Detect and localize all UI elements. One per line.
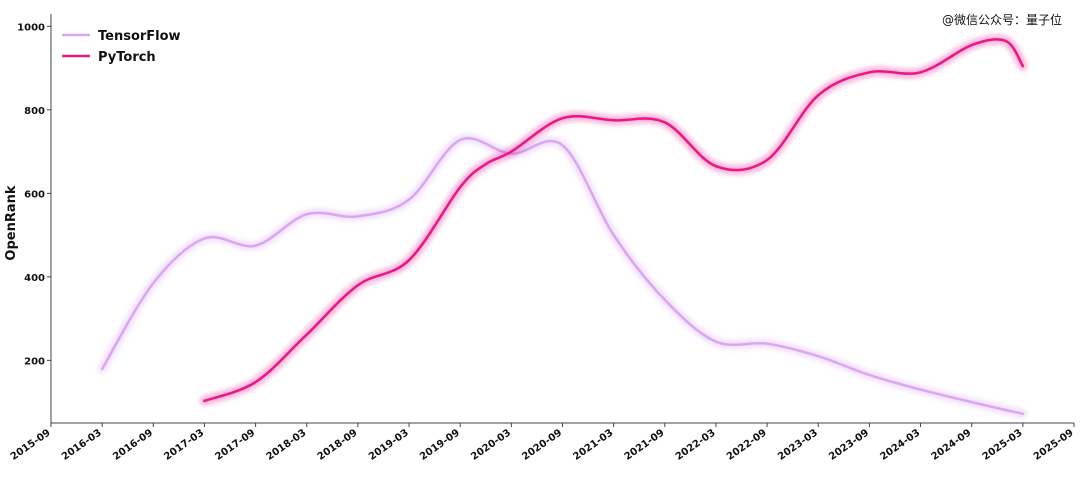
- legend-label-pytorch: PyTorch: [98, 50, 156, 65]
- x-tick-label: 2015-09: [9, 427, 53, 462]
- y-tick-label: 400: [24, 273, 45, 284]
- pytorch-data-point: [407, 258, 411, 262]
- tensorflow-data-point: [407, 198, 411, 201]
- tensorflow-data-point: [817, 354, 820, 358]
- tensorflow-data-point: [561, 144, 564, 147]
- tensorflow-data-point: [868, 373, 871, 377]
- legend: TensorFlow PyTorch: [62, 29, 181, 65]
- pytorch-data-point: [663, 121, 666, 124]
- tensorflow-line: [100, 137, 1025, 416]
- pytorch-data-point: [919, 71, 922, 74]
- pytorch-data-point: [1004, 39, 1007, 43]
- pytorch-data-point: [510, 150, 513, 153]
- pytorch-data-point: [868, 71, 871, 74]
- x-tick-label: 2023-03: [776, 427, 820, 462]
- pytorch-data-point: [459, 185, 462, 189]
- y-tick-label: 600: [24, 189, 45, 200]
- y-tick-label: 1000: [17, 22, 45, 33]
- pytorch-line: [203, 38, 1025, 403]
- pytorch-data-point: [254, 380, 257, 384]
- series-lines: [97, 34, 1028, 419]
- watermark-text: @微信公众号：量子位: [942, 12, 1062, 27]
- x-tick-label: 2025-09: [1032, 427, 1076, 462]
- tensorflow-data-point: [305, 213, 308, 216]
- x-tick-label: 2016-09: [111, 427, 155, 462]
- x-tick-label: 2022-09: [725, 427, 769, 462]
- tensorflow-data-point: [612, 233, 615, 237]
- pytorch-data-point: [612, 119, 615, 122]
- tensorflow-data-point: [714, 340, 718, 343]
- y-tick-label: 200: [24, 356, 45, 367]
- tensorflow-data-point: [970, 400, 973, 404]
- pytorch-data-point: [561, 117, 564, 120]
- x-tick-label: 2025-03: [981, 427, 1025, 462]
- x-tick-label: 2024-03: [878, 427, 922, 462]
- x-tick-label: 2017-09: [213, 427, 257, 462]
- tensorflow-data-point: [100, 367, 104, 370]
- x-tick-label: 2021-09: [623, 427, 667, 462]
- tensorflow-data-point: [203, 237, 206, 240]
- pytorch-data-point: [970, 43, 973, 47]
- x-tick-label: 2023-09: [827, 427, 871, 462]
- tensorflow-data-point: [1021, 412, 1025, 416]
- legend-label-tensorflow: TensorFlow: [98, 29, 181, 44]
- pytorch-data-point: [305, 333, 308, 336]
- tensorflow-data-point: [919, 388, 922, 391]
- y-tick-label: 800: [24, 106, 45, 117]
- x-tick-label: 2018-09: [316, 427, 360, 462]
- x-tick-label: 2020-09: [520, 427, 564, 462]
- x-tick-label: 2021-03: [571, 427, 615, 462]
- tensorflow-data-point: [459, 138, 462, 142]
- x-tick-label: 2024-09: [930, 427, 974, 462]
- pytorch-data-point: [765, 158, 769, 162]
- x-tick-label: 2022-03: [674, 427, 718, 462]
- x-tick-label: 2020-03: [469, 427, 513, 462]
- pytorch-data-point: [1021, 64, 1025, 68]
- x-tick-label: 2019-09: [418, 427, 462, 462]
- x-tick-label: 2018-03: [265, 427, 309, 462]
- tensorflow-line-glow: [97, 133, 1028, 419]
- tensorflow-data-point: [356, 215, 360, 218]
- x-tick-label: 2017-03: [162, 427, 206, 462]
- pytorch-data-point: [356, 284, 360, 287]
- tensorflow-data-point: [663, 298, 666, 302]
- tensorflow-data-point: [765, 342, 769, 345]
- pytorch-data-point: [484, 162, 487, 166]
- pytorch-data-point: [203, 399, 206, 403]
- pytorch-line-glow: [199, 34, 1028, 406]
- tensorflow-data-point: [152, 281, 155, 285]
- tensorflow-data-point: [254, 244, 257, 247]
- pytorch-data-point: [714, 165, 718, 168]
- y-axis-title: OpenRank: [4, 185, 19, 260]
- x-tick-label: 2016-03: [60, 427, 104, 462]
- pytorch-data-point: [817, 94, 820, 97]
- x-tick-label: 2019-03: [367, 427, 411, 462]
